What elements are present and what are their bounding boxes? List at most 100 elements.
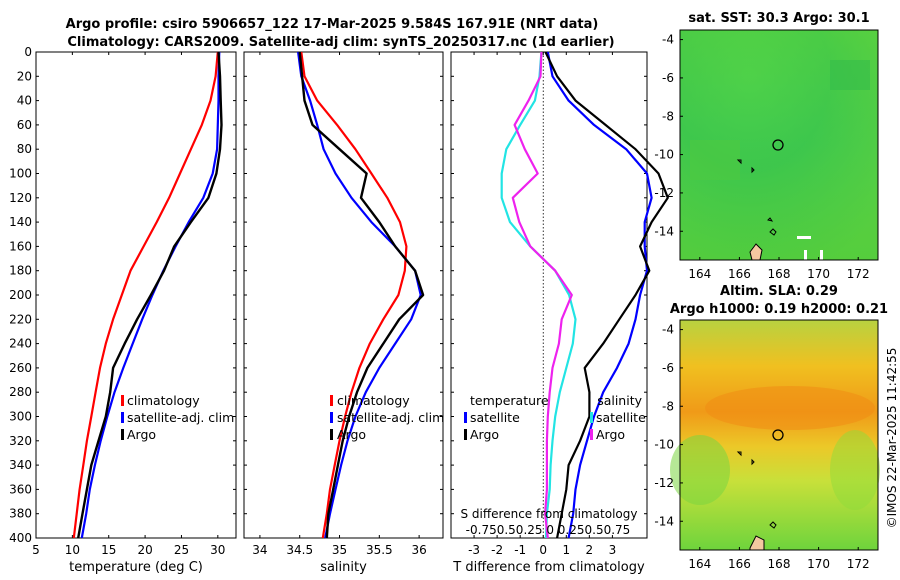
map-x-tick-label: 164 [688, 267, 711, 281]
map-x-tick-label: 166 [728, 557, 751, 571]
x-tick-label: 36 [411, 543, 426, 557]
legend-swatch-argo-temp [464, 429, 467, 440]
series-line-argo-temperature- [544, 51, 669, 539]
map-y-tick-label: -10 [654, 438, 674, 452]
y-tick-label: 340 [9, 458, 32, 472]
figure-title-line1: Argo profile: csiro 5906657_122 17-Mar-2… [66, 17, 599, 32]
x-axis-label: salinity [320, 560, 367, 575]
difference-legend: temperature salinity satellite Argo sate… [464, 393, 646, 442]
legend-label-sat-sal: satellite [596, 410, 646, 425]
argo-location-marker [772, 139, 784, 151]
map-x-tick-label: 166 [728, 267, 751, 281]
y-tick-label: 80 [17, 142, 32, 156]
y-tick-label: 240 [9, 337, 32, 351]
map-y-tick-label: -8 [662, 399, 674, 413]
map-x-tick-label: 172 [847, 557, 870, 571]
temperature-panel: 0 20 40 60 80 100 120 140 160 180 200 220 240 260 280 3… [9, 45, 237, 575]
map-y-tick-label: -6 [662, 71, 674, 85]
x-tick-label: -1 [514, 543, 526, 557]
map-x-tick-label: 170 [807, 267, 830, 281]
map-y-tick-label: -12 [654, 186, 674, 200]
map-y-tick-label: -14 [654, 224, 674, 238]
watermark: ©IMOS 22-Mar-2025 11:42:55 [885, 348, 899, 529]
y-tick-label: 280 [9, 385, 32, 399]
x-tick-label: 25 [174, 543, 189, 557]
x-tick-label: 10 [65, 543, 80, 557]
x-tick-label: 35 [332, 543, 347, 557]
y-tick-label: 380 [9, 507, 32, 521]
legend-label-satellite: satellite-adj. clim [127, 410, 234, 425]
sla-map [670, 319, 880, 551]
x-tick-label: 20 [137, 543, 152, 557]
y-tick-label: 100 [9, 167, 32, 181]
legend-label-satellite: satellite-adj. clim [337, 410, 444, 425]
series-line-climatology [300, 51, 408, 539]
y-tick-label: 160 [9, 239, 32, 253]
x-tick-label: -2 [491, 543, 503, 557]
x-tick-label: -3 [468, 543, 480, 557]
y-tick-label: 360 [9, 482, 32, 496]
sst-map-patch [690, 140, 740, 180]
series-line-argo [77, 51, 223, 539]
y-tick-label: 320 [9, 434, 32, 448]
sla-map-title: Altim. SLA: 0.29 [720, 284, 838, 299]
temperature-legend: climatology satellite-adj. clim Argo [121, 393, 234, 442]
argo-location-marker [772, 429, 784, 441]
series-line-satellite-temperature- [546, 51, 653, 539]
y-tick-label: 220 [9, 312, 32, 326]
y-tick-label: 120 [9, 191, 32, 205]
series-line-satellite-salinity- [500, 51, 577, 539]
x-tick-label: 5 [32, 543, 40, 557]
legend-swatch-sat-sal [590, 412, 593, 423]
map-x-tick-label: 168 [768, 557, 791, 571]
map-y-tick-label: -4 [662, 33, 674, 47]
y-tick-label: 400 [9, 531, 32, 545]
island-shape [736, 451, 777, 529]
series-line-argo-salinity- [511, 51, 573, 539]
x-axis-label: temperature (deg C) [69, 560, 203, 575]
sst-map [679, 29, 879, 261]
sst-map-title: sat. SST: 30.3 Argo: 30.1 [688, 11, 869, 26]
y-tick-label: 300 [9, 410, 32, 424]
map-x-tick-label: 168 [768, 267, 791, 281]
map-x-tick-label: 172 [847, 267, 870, 281]
sla-map-patch [705, 386, 875, 430]
x-tick-label: 30 [210, 543, 225, 557]
legend-label-climatology: climatology [337, 393, 410, 408]
legend-swatch-sat-temp [464, 412, 467, 423]
series-line-argo [298, 51, 425, 539]
sst-map-gap [820, 250, 823, 260]
y-tick-label: 0 [24, 45, 32, 59]
legend-heading-temperature: temperature [470, 393, 549, 408]
legend-swatch-satellite [330, 412, 333, 423]
map-y-tick-label: -8 [662, 109, 674, 123]
legend-label-climatology: climatology [127, 393, 200, 408]
map-x-tick-label: 170 [807, 557, 830, 571]
legend-swatch-argo-sal [590, 429, 593, 440]
series-line-satellite-adj-clim [297, 51, 422, 539]
y-tick-label: 60 [17, 118, 32, 132]
secondary-axis-label: S difference from climatology [461, 507, 638, 521]
salinity-legend: climatology satellite-adj. clim Argo [330, 393, 444, 442]
map-y-tick-label: -12 [654, 476, 674, 490]
map-y-tick-label: -6 [662, 361, 674, 375]
island-shape [736, 159, 777, 236]
plot-frame [450, 51, 648, 539]
sla-map-patch [830, 430, 880, 510]
plot-frame [243, 51, 444, 539]
x-tick-label: 1 [562, 543, 570, 557]
map-axes: 164 166 168 170 172 -4 -6 -8 -10 -12 -14 164 166 168 1… [654, 33, 869, 571]
x-tick-label: 34.5 [286, 543, 313, 557]
y-tick-label: 40 [17, 94, 32, 108]
y-tick-label: 20 [17, 69, 32, 83]
sla-map-subtitle: Argo h1000: 0.19 h2000: 0.21 [670, 302, 888, 317]
x-axis-label: T difference from climatology [452, 560, 645, 575]
x-tick-label: 34 [252, 543, 267, 557]
legend-label-argo-temp: Argo [470, 427, 499, 442]
legend-swatch-satellite [121, 412, 124, 423]
y-tick-label: 180 [9, 264, 32, 278]
sst-map-gap [804, 250, 807, 260]
x-tick-label: 35.5 [366, 543, 393, 557]
sla-map-patch [670, 435, 730, 505]
